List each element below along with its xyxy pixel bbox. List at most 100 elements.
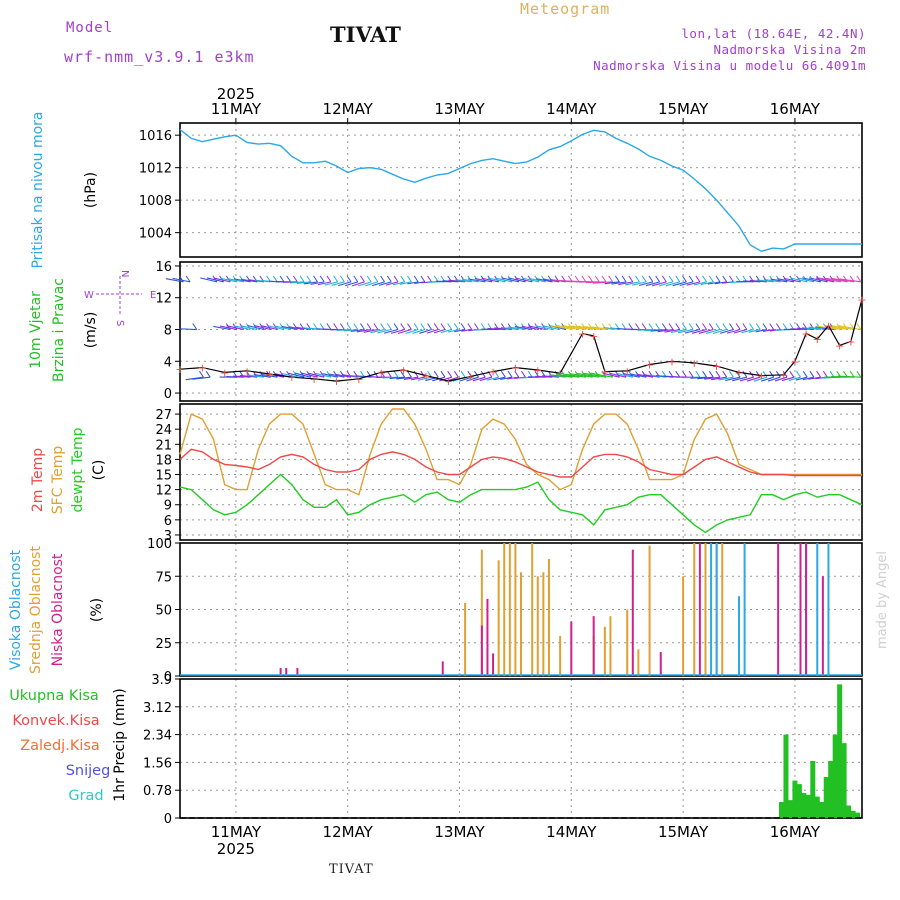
- wind-barb: [246, 323, 251, 330]
- wind-barb: [682, 370, 687, 378]
- wind-barb: [487, 327, 506, 331]
- panel-frame: [179, 122, 863, 258]
- wind-barb: [665, 281, 680, 287]
- wind-barb: [693, 281, 707, 286]
- wind-barb: [219, 325, 238, 331]
- panel-frame: [179, 678, 863, 819]
- wind-barb: [310, 281, 325, 285]
- wind-barb: [474, 277, 493, 283]
- wind-speed-marker: +: [757, 370, 766, 383]
- wind-barb: [407, 370, 412, 378]
- wind-barb: [296, 281, 311, 284]
- wind-barb: [373, 323, 379, 330]
- wind-barb: [233, 325, 251, 331]
- wind-barb: [407, 281, 419, 285]
- wind-barb: [386, 323, 392, 330]
- wind-barb: [707, 281, 721, 285]
- wind-barb: [274, 325, 291, 331]
- wind-barb: [433, 370, 439, 378]
- wind-barb: [629, 373, 647, 378]
- wind-barb: [427, 275, 432, 283]
- wind-barb: [460, 323, 466, 330]
- temp2m-axis-title: 2m Temp: [30, 448, 46, 512]
- wind-speed-marker: +: [846, 335, 855, 348]
- wind-barb: [695, 323, 701, 330]
- wind-barb: [514, 370, 520, 378]
- wind-barb: [691, 328, 707, 334]
- wind-barb: [648, 323, 654, 330]
- wind-barb: [668, 323, 674, 330]
- compass-s: S: [114, 320, 125, 326]
- wind-barb: [281, 372, 298, 378]
- day-label-bottom: 12MAY: [323, 823, 374, 841]
- altitude-label: Nadmorska Visina 2m: [713, 42, 866, 57]
- wind-barb: [279, 275, 285, 283]
- wind-barb: [306, 370, 312, 378]
- wind-barb: [426, 328, 439, 334]
- wind-barb: [675, 323, 681, 330]
- wind-barb: [440, 370, 446, 378]
- wind-barb: [746, 376, 761, 382]
- wind-barb: [400, 275, 406, 283]
- wind-barb: [420, 370, 426, 378]
- wind-speed-marker: +: [779, 369, 788, 382]
- wind-barb: [253, 374, 271, 378]
- precip-bar: [846, 805, 852, 818]
- wind-barb: [266, 323, 271, 330]
- wind-barb: [702, 275, 708, 283]
- wind-barb: [569, 373, 593, 378]
- wind-barb: [486, 376, 499, 381]
- wind-barb: [500, 326, 519, 331]
- wind-barb: [377, 328, 392, 334]
- wind-barb: [400, 370, 406, 378]
- wind-barb: [329, 373, 345, 378]
- wind-barb: [393, 370, 399, 378]
- wind-barb: [353, 275, 359, 283]
- wind-barb: [822, 370, 828, 378]
- wind-barb: [808, 326, 828, 331]
- wind-barb: [767, 376, 781, 382]
- wind-barb: [172, 277, 191, 283]
- wind-barb: [435, 280, 452, 283]
- wind-barb: [695, 275, 701, 283]
- y-tick-label: 0: [164, 812, 172, 827]
- wind-barb: [366, 323, 372, 330]
- wind-barb: [774, 376, 788, 382]
- wind-barb: [688, 370, 694, 378]
- wind-barb: [690, 376, 707, 379]
- wind-barb: [809, 370, 815, 378]
- wind-barb: [657, 328, 674, 333]
- wind-speed-marker: +: [175, 363, 184, 376]
- wind-barb: [760, 376, 774, 382]
- wind-barb: [192, 323, 198, 330]
- wind-barb: [212, 275, 218, 283]
- wind-barb: [782, 323, 788, 330]
- wind-barb: [711, 376, 727, 381]
- panel-frame: [179, 403, 863, 541]
- wind-barb: [410, 376, 425, 381]
- wind-barb: [455, 279, 472, 283]
- wind-barb: [413, 323, 419, 330]
- wind-speed-marker: +: [690, 357, 699, 370]
- wind-barb: [326, 370, 332, 378]
- wind-speed-marker: +: [310, 373, 319, 386]
- wind-barb: [382, 376, 399, 379]
- temp2m-line: [179, 448, 862, 478]
- wind-barb: [405, 328, 419, 335]
- y-tick-label: 0: [164, 670, 172, 685]
- y-tick-label: 2.34: [143, 729, 172, 744]
- wind-barb: [601, 275, 607, 283]
- wind-barb: [412, 328, 426, 334]
- high-cloud-axis-title: Visoka Oblacnost: [8, 549, 24, 670]
- wind-barb: [315, 372, 332, 378]
- wind-barb: [501, 277, 519, 283]
- wind-barb: [729, 370, 734, 378]
- y-tick-label: 15: [155, 469, 172, 484]
- y-tick-label: 1.56: [143, 756, 172, 771]
- wind-barb: [294, 372, 311, 378]
- wind-barb: [739, 376, 754, 382]
- wind-barb: [213, 325, 231, 331]
- wind-barb: [286, 275, 292, 283]
- wind-barb: [790, 328, 808, 331]
- wind-barb: [622, 373, 640, 378]
